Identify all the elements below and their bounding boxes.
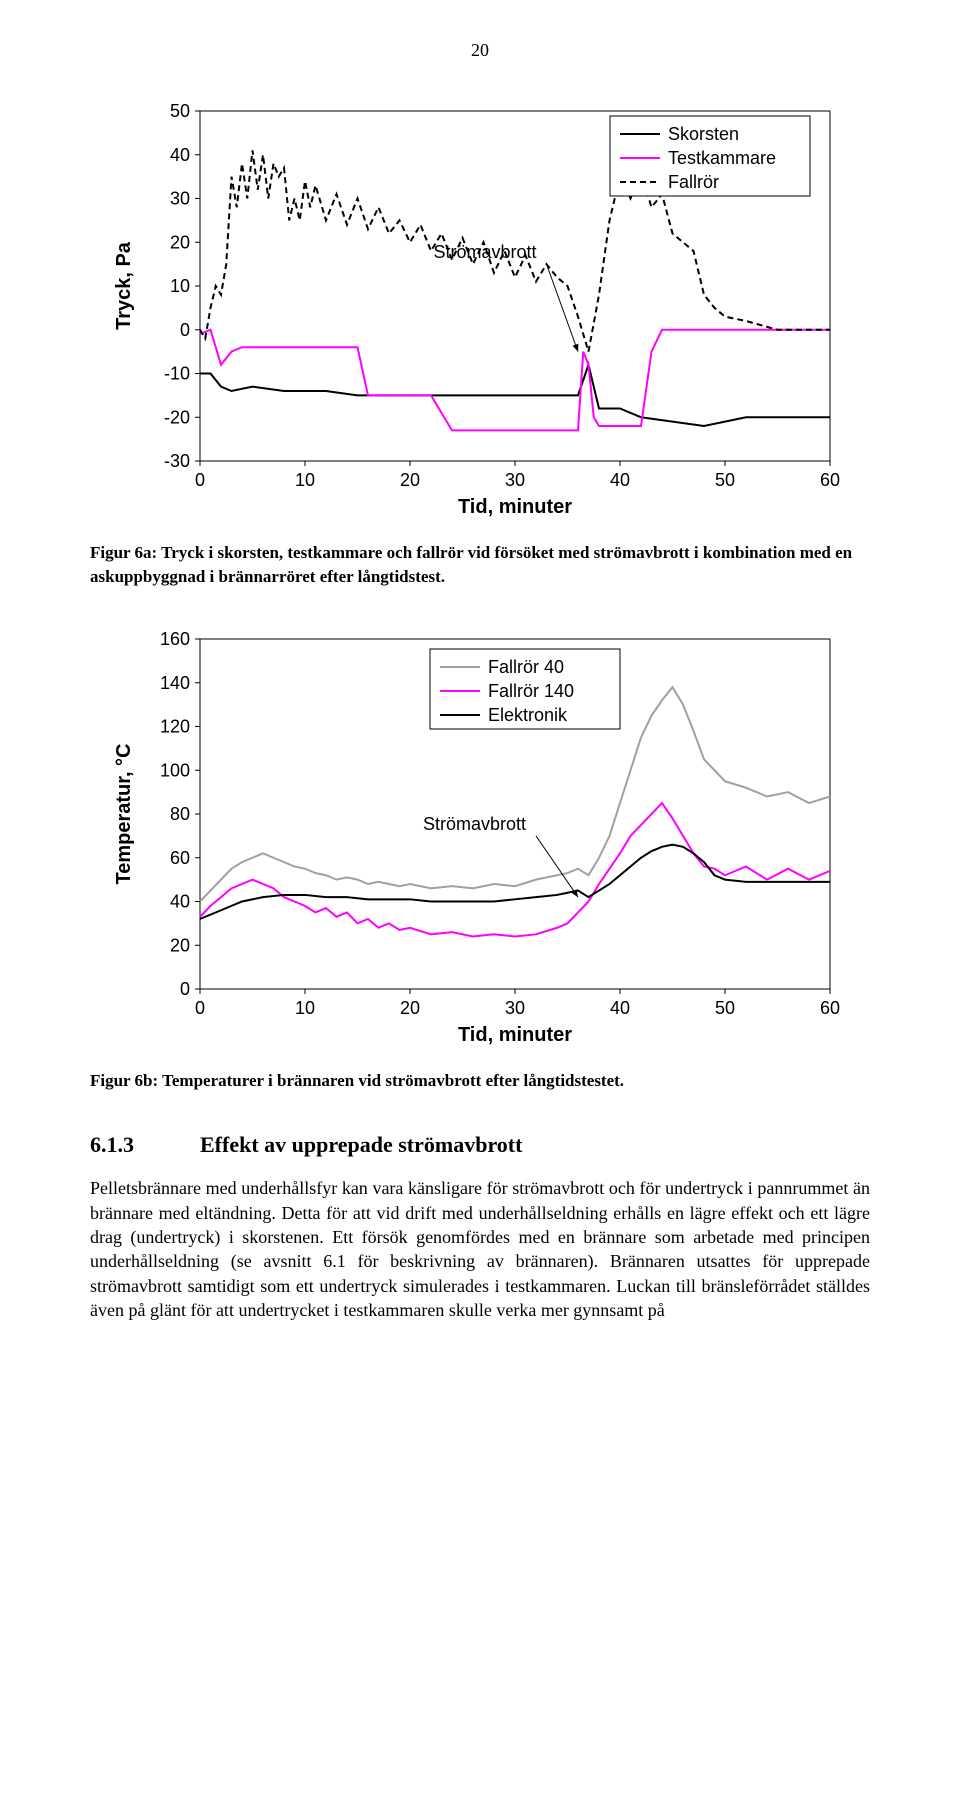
chart2-svg: 0 20 40 60 80 100 120 140 160 0 10 20 30 40 50 60 Tid, m… <box>110 629 850 1049</box>
svg-text:-30: -30 <box>164 451 190 471</box>
svg-text:40: 40 <box>170 145 190 165</box>
svg-text:Testkammare: Testkammare <box>668 148 776 168</box>
chart1-svg: -30 -20 -10 0 10 20 30 40 50 0 10 20 30 40 50 60 Tid, mi… <box>110 101 850 521</box>
svg-text:-10: -10 <box>164 364 190 384</box>
svg-text:0: 0 <box>180 320 190 340</box>
svg-text:20: 20 <box>400 998 420 1018</box>
svg-text:50: 50 <box>715 998 735 1018</box>
svg-text:0: 0 <box>195 998 205 1018</box>
svg-text:60: 60 <box>820 998 840 1018</box>
svg-text:30: 30 <box>505 470 525 490</box>
svg-text:40: 40 <box>610 998 630 1018</box>
svg-text:Strömavbrott: Strömavbrott <box>423 813 526 833</box>
svg-text:Tryck, Pa: Tryck, Pa <box>113 241 135 330</box>
svg-text:-20: -20 <box>164 407 190 427</box>
svg-text:40: 40 <box>610 470 630 490</box>
figure-6a-caption: Figur 6a: Tryck i skorsten, testkammare … <box>90 541 870 589</box>
svg-text:Elektronik: Elektronik <box>488 705 568 725</box>
svg-text:30: 30 <box>170 189 190 209</box>
svg-text:Temperatur, °C: Temperatur, °C <box>113 743 135 884</box>
svg-text:Fallrör: Fallrör <box>668 172 719 192</box>
svg-text:60: 60 <box>820 470 840 490</box>
svg-text:10: 10 <box>295 470 315 490</box>
svg-text:60: 60 <box>170 847 190 867</box>
svg-text:Tid, minuter: Tid, minuter <box>458 1024 572 1046</box>
page-number: 20 <box>90 40 870 61</box>
svg-text:30: 30 <box>505 998 525 1018</box>
svg-text:Tid, minuter: Tid, minuter <box>458 496 572 518</box>
chart-tryck: -30 -20 -10 0 10 20 30 40 50 0 10 20 30 40 50 60 Tid, mi… <box>110 101 850 521</box>
svg-text:Fallrör 140: Fallrör 140 <box>488 681 574 701</box>
svg-text:140: 140 <box>160 672 190 692</box>
section-number: 6.1.3 <box>90 1132 200 1158</box>
svg-text:80: 80 <box>170 804 190 824</box>
svg-text:10: 10 <box>295 998 315 1018</box>
svg-text:0: 0 <box>180 979 190 999</box>
svg-text:Fallrör 40: Fallrör 40 <box>488 657 564 677</box>
svg-text:10: 10 <box>170 276 190 296</box>
svg-text:50: 50 <box>715 470 735 490</box>
section-title: Effekt av upprepade strömavbrott <box>200 1132 522 1157</box>
svg-text:20: 20 <box>170 232 190 252</box>
svg-text:Skorsten: Skorsten <box>668 124 739 144</box>
svg-text:100: 100 <box>160 760 190 780</box>
svg-text:Strömavbrott: Strömavbrott <box>433 242 536 262</box>
svg-text:0: 0 <box>195 470 205 490</box>
section-heading: 6.1.3Effekt av upprepade strömavbrott <box>90 1132 870 1158</box>
svg-text:50: 50 <box>170 101 190 121</box>
figure-6b-caption: Figur 6b: Temperaturer i brännaren vid s… <box>90 1069 870 1093</box>
svg-text:160: 160 <box>160 629 190 649</box>
body-paragraph: Pelletsbrännare med underhållsfyr kan va… <box>90 1176 870 1322</box>
svg-text:20: 20 <box>170 935 190 955</box>
svg-text:120: 120 <box>160 716 190 736</box>
svg-text:20: 20 <box>400 470 420 490</box>
chart-temperatur: 0 20 40 60 80 100 120 140 160 0 10 20 30 40 50 60 Tid, m… <box>110 629 850 1049</box>
svg-text:40: 40 <box>170 891 190 911</box>
